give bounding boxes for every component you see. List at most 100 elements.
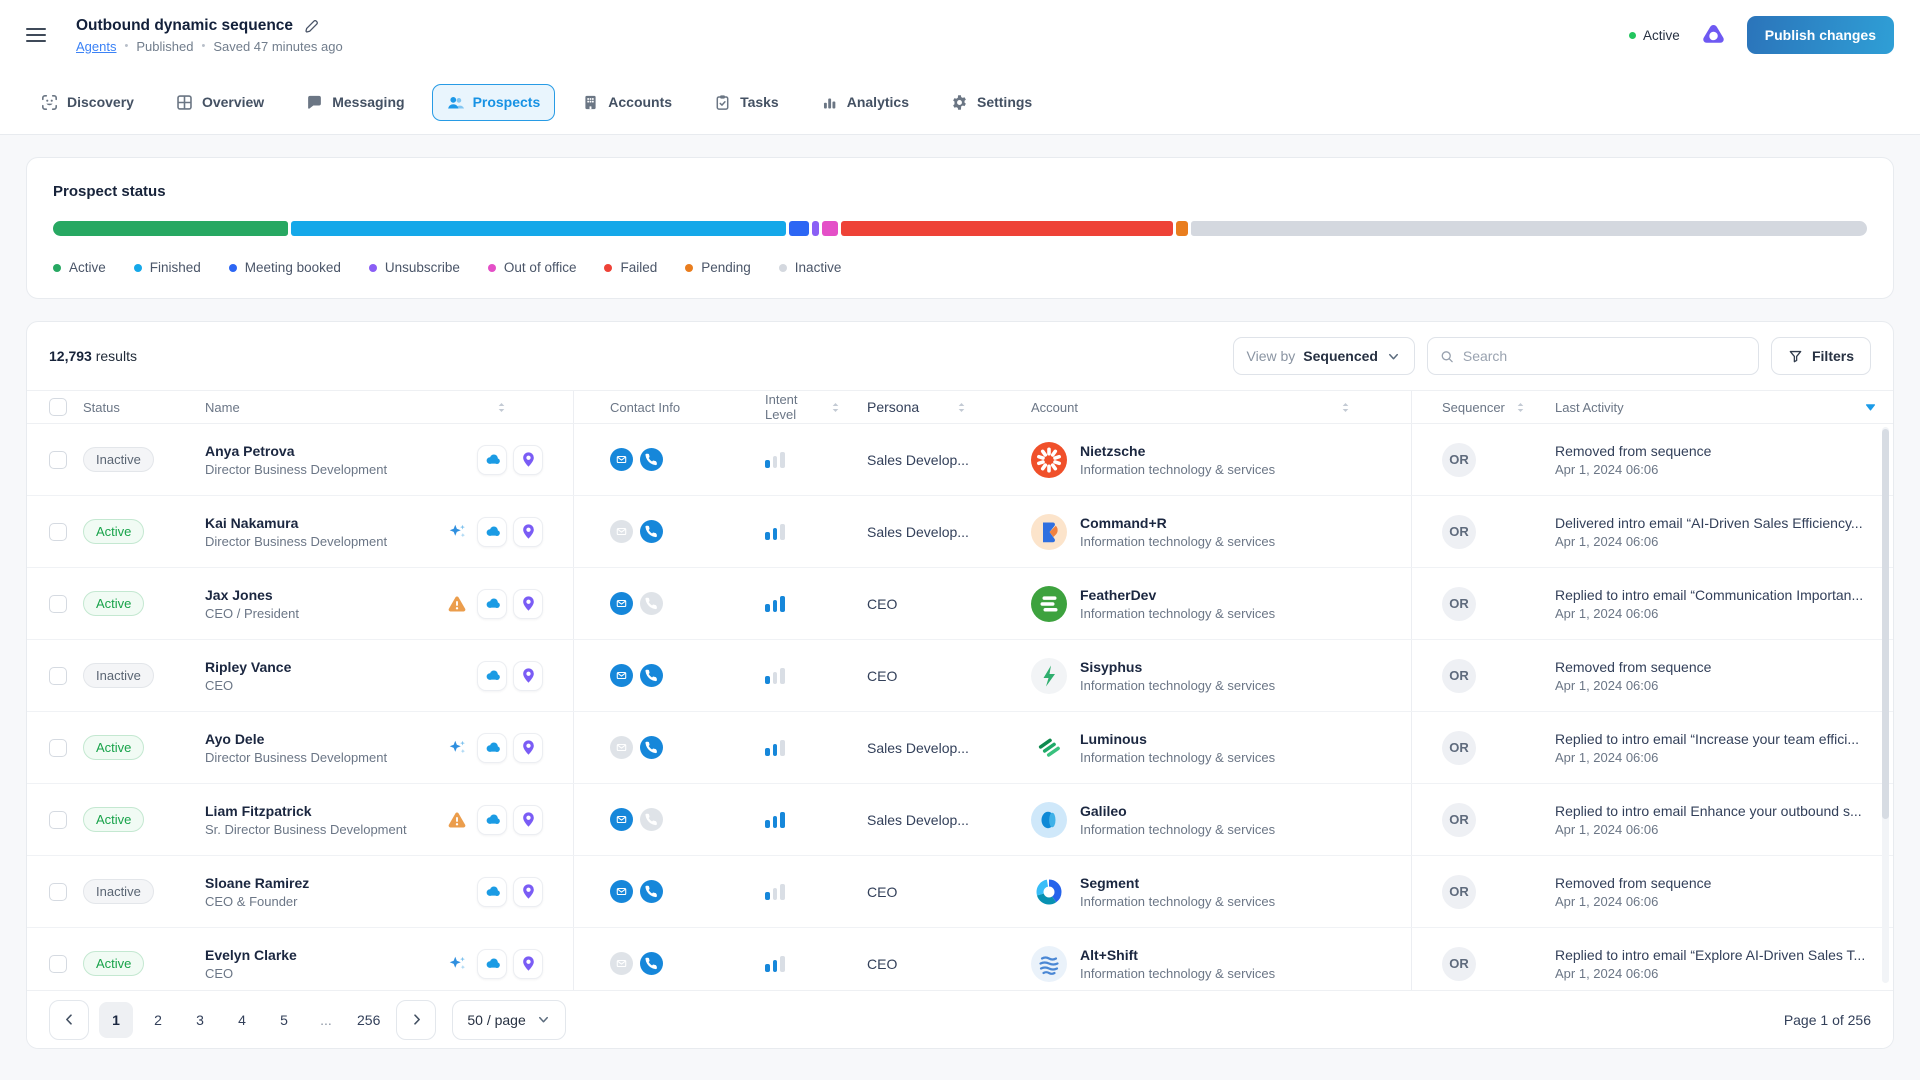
table-row[interactable]: Inactive Sloane Ramirez CEO & Founder CE… xyxy=(27,856,1893,928)
brand-shield-icon[interactable] xyxy=(1700,22,1727,49)
row-checkbox[interactable] xyxy=(49,667,67,685)
salesforce-cloud-icon[interactable] xyxy=(477,877,507,907)
salesforce-cloud-icon[interactable] xyxy=(477,949,507,979)
sort-icon[interactable] xyxy=(828,400,843,415)
salesforce-cloud-icon[interactable] xyxy=(477,733,507,763)
sort-icon[interactable] xyxy=(1513,400,1528,415)
next-page-button[interactable] xyxy=(396,1000,436,1040)
phone-icon[interactable] xyxy=(640,520,663,543)
map-pin-icon[interactable] xyxy=(513,949,543,979)
row-checkbox[interactable] xyxy=(49,451,67,469)
row-checkbox[interactable] xyxy=(49,595,67,613)
table-row[interactable]: Active Kai Nakamura Director Business De… xyxy=(27,496,1893,568)
page-5[interactable]: 5 xyxy=(267,1002,301,1038)
row-checkbox[interactable] xyxy=(49,955,67,973)
salesforce-cloud-icon[interactable] xyxy=(477,805,507,835)
email-icon[interactable] xyxy=(610,736,633,759)
row-checkbox[interactable] xyxy=(49,739,67,757)
map-pin-icon[interactable] xyxy=(513,589,543,619)
table-row[interactable]: Active Ayo Dele Director Business Develo… xyxy=(27,712,1893,784)
page-title: Outbound dynamic sequence xyxy=(76,17,293,35)
row-checkbox[interactable] xyxy=(49,883,67,901)
sequencer-avatar[interactable]: OR xyxy=(1442,587,1476,621)
map-pin-icon[interactable] xyxy=(513,805,543,835)
email-icon[interactable] xyxy=(610,880,633,903)
legend-item: Failed xyxy=(604,260,657,275)
scrollbar-track[interactable] xyxy=(1882,427,1889,983)
account-industry: Information technology & services xyxy=(1080,678,1275,693)
email-icon[interactable] xyxy=(610,808,633,831)
email-icon[interactable] xyxy=(610,952,633,975)
filters-button[interactable]: Filters xyxy=(1771,337,1871,375)
tab-messaging[interactable]: Messaging xyxy=(291,84,419,121)
sort-icon[interactable] xyxy=(494,400,509,415)
email-icon[interactable] xyxy=(610,592,633,615)
map-pin-icon[interactable] xyxy=(513,877,543,907)
sequencer-avatar[interactable]: OR xyxy=(1442,659,1476,693)
sort-icon[interactable] xyxy=(954,400,969,415)
page-size-select[interactable]: 50 / page xyxy=(452,1000,565,1040)
phone-icon[interactable] xyxy=(640,448,663,471)
phone-icon[interactable] xyxy=(640,664,663,687)
phone-icon[interactable] xyxy=(640,880,663,903)
edit-pencil-icon[interactable] xyxy=(303,18,319,34)
map-pin-icon[interactable] xyxy=(513,517,543,547)
table-row[interactable]: Active Jax Jones CEO / President CEO Fea… xyxy=(27,568,1893,640)
phone-icon[interactable] xyxy=(640,592,663,615)
warning-icon xyxy=(447,810,467,830)
tab-settings[interactable]: Settings xyxy=(936,84,1047,121)
sequencer-avatar[interactable]: OR xyxy=(1442,731,1476,765)
sequencer-avatar[interactable]: OR xyxy=(1442,875,1476,909)
phone-icon[interactable] xyxy=(640,736,663,759)
search-box[interactable] xyxy=(1427,337,1759,375)
sequencer-avatar[interactable]: OR xyxy=(1442,443,1476,477)
tab-analytics[interactable]: Analytics xyxy=(806,84,924,121)
tab-accounts[interactable]: Accounts xyxy=(567,84,687,121)
publish-changes-button[interactable]: Publish changes xyxy=(1747,16,1894,54)
phone-icon[interactable] xyxy=(640,952,663,975)
tab-tasks[interactable]: Tasks xyxy=(699,84,794,121)
row-checkbox[interactable] xyxy=(49,523,67,541)
salesforce-cloud-icon[interactable] xyxy=(477,661,507,691)
select-all-checkbox[interactable] xyxy=(49,398,67,416)
salesforce-cloud-icon[interactable] xyxy=(477,445,507,475)
sequencer-avatar[interactable]: OR xyxy=(1442,803,1476,837)
breadcrumb-agents-link[interactable]: Agents xyxy=(76,39,116,54)
email-icon[interactable] xyxy=(610,448,633,471)
tab-label: Discovery xyxy=(67,94,134,110)
page-256[interactable]: 256 xyxy=(351,1002,386,1038)
sparkles-icon xyxy=(447,738,467,758)
email-icon[interactable] xyxy=(610,520,633,543)
tab-overview[interactable]: Overview xyxy=(161,84,279,121)
email-icon[interactable] xyxy=(610,664,633,687)
publish-state: Published xyxy=(136,39,193,54)
table-row[interactable]: Active Liam Fitzpatrick Sr. Director Bus… xyxy=(27,784,1893,856)
row-checkbox[interactable] xyxy=(49,811,67,829)
table-row[interactable]: Active Evelyn Clarke CEO CEO Alt+Shift I… xyxy=(27,928,1893,990)
salesforce-cloud-icon[interactable] xyxy=(477,589,507,619)
map-pin-icon[interactable] xyxy=(513,445,543,475)
scrollbar-thumb[interactable] xyxy=(1882,429,1889,819)
table-row[interactable]: Inactive Ripley Vance CEO CEO Sisyphus I… xyxy=(27,640,1893,712)
tab-discovery[interactable]: Discovery xyxy=(26,84,149,121)
status-badge: Active xyxy=(83,519,144,544)
last-activity-text: Replied to intro email Enhance your outb… xyxy=(1555,803,1893,819)
page-4[interactable]: 4 xyxy=(225,1002,259,1038)
table-row[interactable]: Inactive Anya Petrova Director Business … xyxy=(27,424,1893,496)
tab-prospects[interactable]: Prospects xyxy=(432,84,556,121)
phone-icon[interactable] xyxy=(640,808,663,831)
prev-page-button[interactable] xyxy=(49,1000,89,1040)
sequencer-avatar[interactable]: OR xyxy=(1442,515,1476,549)
map-pin-icon[interactable] xyxy=(513,661,543,691)
sort-icon[interactable] xyxy=(1338,400,1353,415)
search-input[interactable] xyxy=(1463,348,1746,364)
page-1[interactable]: 1 xyxy=(99,1002,133,1038)
page-2[interactable]: 2 xyxy=(141,1002,175,1038)
map-pin-icon[interactable] xyxy=(513,733,543,763)
view-by-select[interactable]: View by Sequenced xyxy=(1233,337,1415,375)
salesforce-cloud-icon[interactable] xyxy=(477,517,507,547)
menu-icon[interactable] xyxy=(26,24,46,46)
column-filter-icon[interactable] xyxy=(1864,401,1877,414)
sequencer-avatar[interactable]: OR xyxy=(1442,947,1476,981)
page-3[interactable]: 3 xyxy=(183,1002,217,1038)
